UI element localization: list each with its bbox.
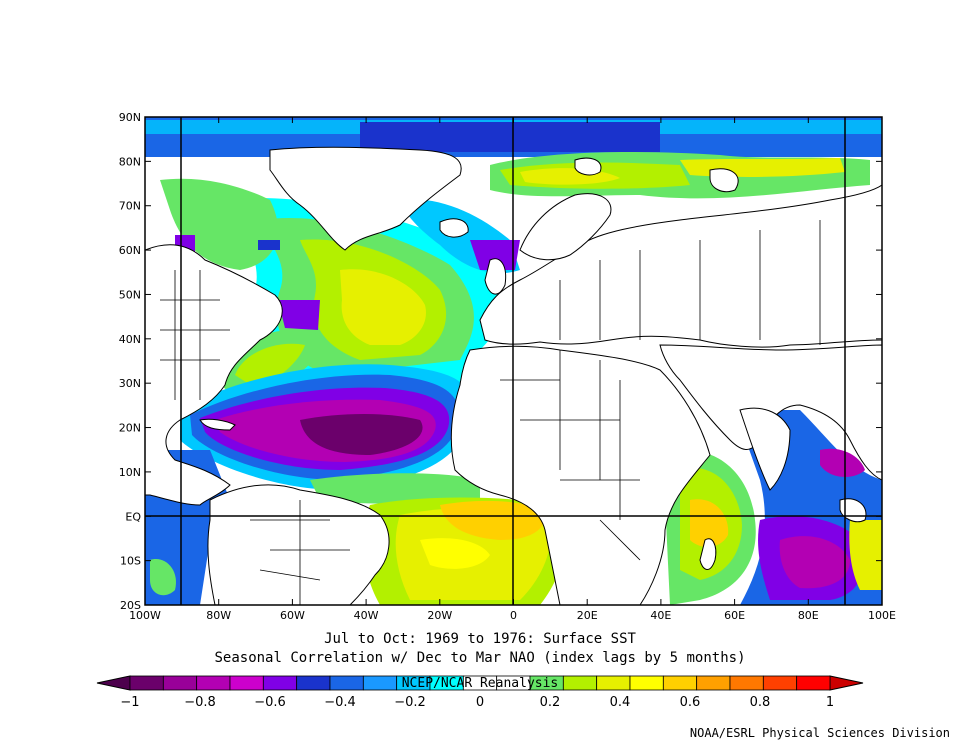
- colorbar-tick-label: 0.4: [610, 695, 631, 710]
- lon-label: 60E: [724, 609, 745, 622]
- south-america: [207, 484, 390, 605]
- longitude-labels: 100W 80W 60W 40W 20W 0 20E 40E 60E 80E 100E: [129, 609, 896, 622]
- lon-label: 100W: [129, 609, 161, 622]
- lon-label: 40E: [650, 609, 671, 622]
- colorbar-tick-label: −0.4: [324, 695, 356, 710]
- lat-label: 30N: [119, 377, 141, 390]
- greenland: [269, 146, 462, 251]
- colorbar-swatch: [796, 675, 831, 691]
- lon-label: 40W: [354, 609, 379, 622]
- lat-label: 50N: [119, 288, 141, 301]
- lat-label: 80N: [119, 155, 141, 168]
- colorbar-tick-label: −0.6: [254, 695, 286, 710]
- colorbar-tick-label: 1: [826, 695, 834, 710]
- lon-label: 20E: [577, 609, 598, 622]
- credit-label: NOAA/ESRL Physical Sciences Division: [689, 726, 950, 740]
- data-source-label: NCEP/NCAR Reanalysis: [401, 676, 559, 691]
- colorbar: −1 −0.8 −0.6 −0.4 −0.2 0 0.2 0.4 0.6 0.8 1: [96, 675, 864, 710]
- axis-ticks: [144, 116, 883, 606]
- lat-label: 70N: [119, 200, 141, 213]
- country-borders: [160, 220, 821, 605]
- correlation-field: [145, 117, 882, 605]
- colorbar-tick-label: 0.8: [750, 695, 771, 710]
- north-america: [145, 244, 283, 506]
- lat-label: EQ: [125, 510, 141, 523]
- lon-label: 80W: [206, 609, 231, 622]
- lon-label: 0: [510, 609, 517, 622]
- lat-label: 10N: [119, 466, 141, 479]
- lon-label: 20W: [427, 609, 452, 622]
- lat-label: 20N: [119, 422, 141, 435]
- colorbar-tick-label: 0.6: [680, 695, 701, 710]
- lat-label: 10S: [120, 555, 141, 568]
- colorbar-tick-label: 0.2: [540, 695, 561, 710]
- lon-label: 60W: [280, 609, 305, 622]
- lat-label: 60N: [119, 244, 141, 257]
- lat-label: 20S: [120, 599, 141, 612]
- grid-lines: [145, 117, 882, 605]
- colorbar-tick-label: −0.2: [394, 695, 426, 710]
- land-masses: [145, 146, 882, 605]
- title-line-2: Seasonal Correlation w/ Dec to Mar NAO (…: [214, 650, 746, 666]
- lat-label: 90N: [119, 111, 141, 124]
- lat-label: 40N: [119, 333, 141, 346]
- title-line-1: Jul to Oct: 1969 to 1976: Surface SST: [324, 631, 636, 647]
- colorbar-tick-label: 0: [476, 695, 484, 710]
- colorbar-tick-label: −1: [120, 695, 139, 710]
- lon-label: 100E: [868, 609, 896, 622]
- africa: [450, 345, 711, 605]
- lon-label: 80E: [798, 609, 819, 622]
- latitude-labels: 90N 80N 70N 60N 50N 40N 30N 20N 10N EQ 10S 20S: [119, 111, 142, 612]
- colorbar-tick-label: −0.8: [184, 695, 216, 710]
